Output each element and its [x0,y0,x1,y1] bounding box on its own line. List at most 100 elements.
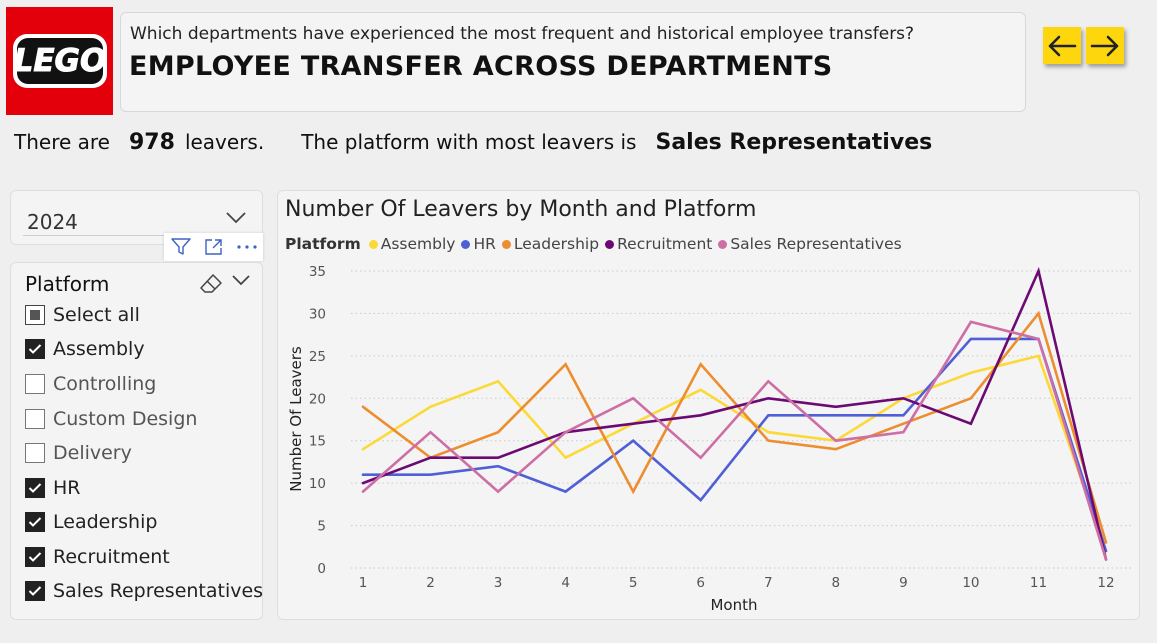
logo-text: LEGO [13,43,106,79]
slicer-option-label: Select all [53,304,140,326]
arrow-left-icon [1048,35,1077,56]
chevron-down-icon [232,275,250,286]
more-options-button[interactable] [230,233,263,261]
slicer-option[interactable]: HR [25,473,81,503]
legend-label: Sales Representatives [730,235,902,253]
checkbox-unchecked[interactable] [25,409,45,429]
slicer-option[interactable]: Leadership [25,507,157,537]
x-tick-label: 2 [426,575,435,591]
x-tick-label: 6 [696,575,705,591]
y-tick-label: 0 [317,561,326,577]
legend-dot [501,239,511,249]
slicer-option[interactable]: Select all [25,300,140,330]
x-tick-label: 11 [1030,575,1047,591]
visual-header-icons [164,233,263,261]
checkbox-checked[interactable] [25,547,45,567]
summary-prefix: There are [14,130,110,154]
x-tick-label: 5 [629,575,638,591]
legend-dot [368,239,378,249]
title-box: Which departments have experienced the m… [120,12,1026,112]
x-tick-label: 1 [359,575,368,591]
check-icon [28,483,42,493]
checkbox-unchecked[interactable] [25,374,45,394]
slicer-option-label: Controlling [53,373,157,395]
slicer-option[interactable]: Controlling [25,369,156,399]
y-axis-title: Number Of Leavers [287,346,305,492]
page-question: Which departments have experienced the m… [130,24,915,44]
checkbox-checked[interactable] [25,478,45,498]
slicer-option-label: HR [53,477,81,499]
check-icon [28,517,42,527]
series-line-sales-representatives[interactable] [361,320,1108,561]
chart-title: Number Of Leavers by Month and Platform [285,197,757,222]
lego-logo: LEGO [6,7,113,115]
slicer-title: Platform [25,272,110,296]
x-tick-label: 8 [832,575,841,591]
series-line-assembly[interactable] [361,354,1108,553]
series-line-hr[interactable] [361,337,1108,553]
filter-button[interactable] [164,233,197,261]
checkbox-checked[interactable] [25,512,45,532]
slicer-option-label: Custom Design [53,408,198,430]
legend-dot [718,239,728,249]
x-tick-label: 7 [764,575,773,591]
y-tick-label: 25 [309,349,326,365]
legend-label: Recruitment [617,235,713,253]
slicer-option[interactable]: Delivery [25,438,132,468]
y-tick-label: 10 [309,476,326,492]
check-icon [28,586,42,596]
check-icon [28,344,42,354]
lego-logo-icon: LEGO [12,34,107,88]
focus-mode-button[interactable] [197,233,230,261]
series-line-leadership[interactable] [361,310,1108,544]
slicer-option-label: Leadership [53,511,158,533]
checkbox-checked[interactable] [25,581,45,601]
prev-page-button[interactable] [1043,27,1081,64]
x-tick-label: 4 [561,575,570,591]
more-options-icon [236,245,257,249]
clear-selection-button[interactable] [199,273,223,297]
slicer-option[interactable]: Sales Representatives [25,576,263,606]
top-platform: Sales Representatives [655,130,933,155]
filter-icon [170,238,191,255]
checkbox-checked[interactable] [25,339,45,359]
y-tick-label: 30 [309,306,326,322]
x-tick-label: 9 [899,575,908,591]
leavers-chart-card: Number Of Leavers by Month and Platform … [277,190,1140,620]
checkbox-partial[interactable] [25,305,45,325]
y-tick-label: 35 [309,264,326,280]
legend-label: Assembly [380,235,456,253]
legend-item[interactable]: Leadership [501,235,600,253]
legend-title: Platform [285,235,361,253]
year-dropdown[interactable]: 2024 [23,202,251,236]
slicer-option[interactable]: Assembly [25,334,145,364]
next-page-button[interactable] [1086,27,1124,64]
legend-item[interactable]: Recruitment [605,235,712,253]
chart-legend: Platform Assembly HR Leadership Recruitment… [285,235,908,253]
legend-item[interactable]: Sales Representatives [718,235,902,253]
legend-item[interactable]: HR [461,235,496,253]
legend-dot [461,239,471,249]
checkbox-unchecked[interactable] [25,443,45,463]
platform-prefix: The platform with most leavers is [301,130,637,154]
summary-suffix: leavers. [184,130,265,154]
slicer-option[interactable]: Custom Design [25,404,197,434]
y-tick-label: 5 [317,519,326,535]
partial-mark [30,310,40,320]
slicer-expand-button[interactable] [231,273,251,292]
slicer-option-label: Sales Representatives [53,580,264,602]
x-tick-label: 10 [962,575,979,591]
check-icon [28,552,42,562]
page-title: EMPLOYEE TRANSFER ACROSS DEPARTMENTS [129,51,833,82]
platform-slicer: Platform Select all Assembly Controlling Cu… [10,262,263,620]
eraser-icon [200,274,222,293]
slicer-option-label: Recruitment [53,546,170,568]
legend-label: Leadership [513,235,600,253]
x-tick-label: 12 [1097,575,1114,591]
legend-item[interactable]: Assembly [368,235,456,253]
x-tick-label: 3 [494,575,503,591]
series-line-recruitment[interactable] [361,266,1108,561]
legend-label: HR [473,235,496,253]
slicer-option[interactable]: Recruitment [25,542,170,572]
